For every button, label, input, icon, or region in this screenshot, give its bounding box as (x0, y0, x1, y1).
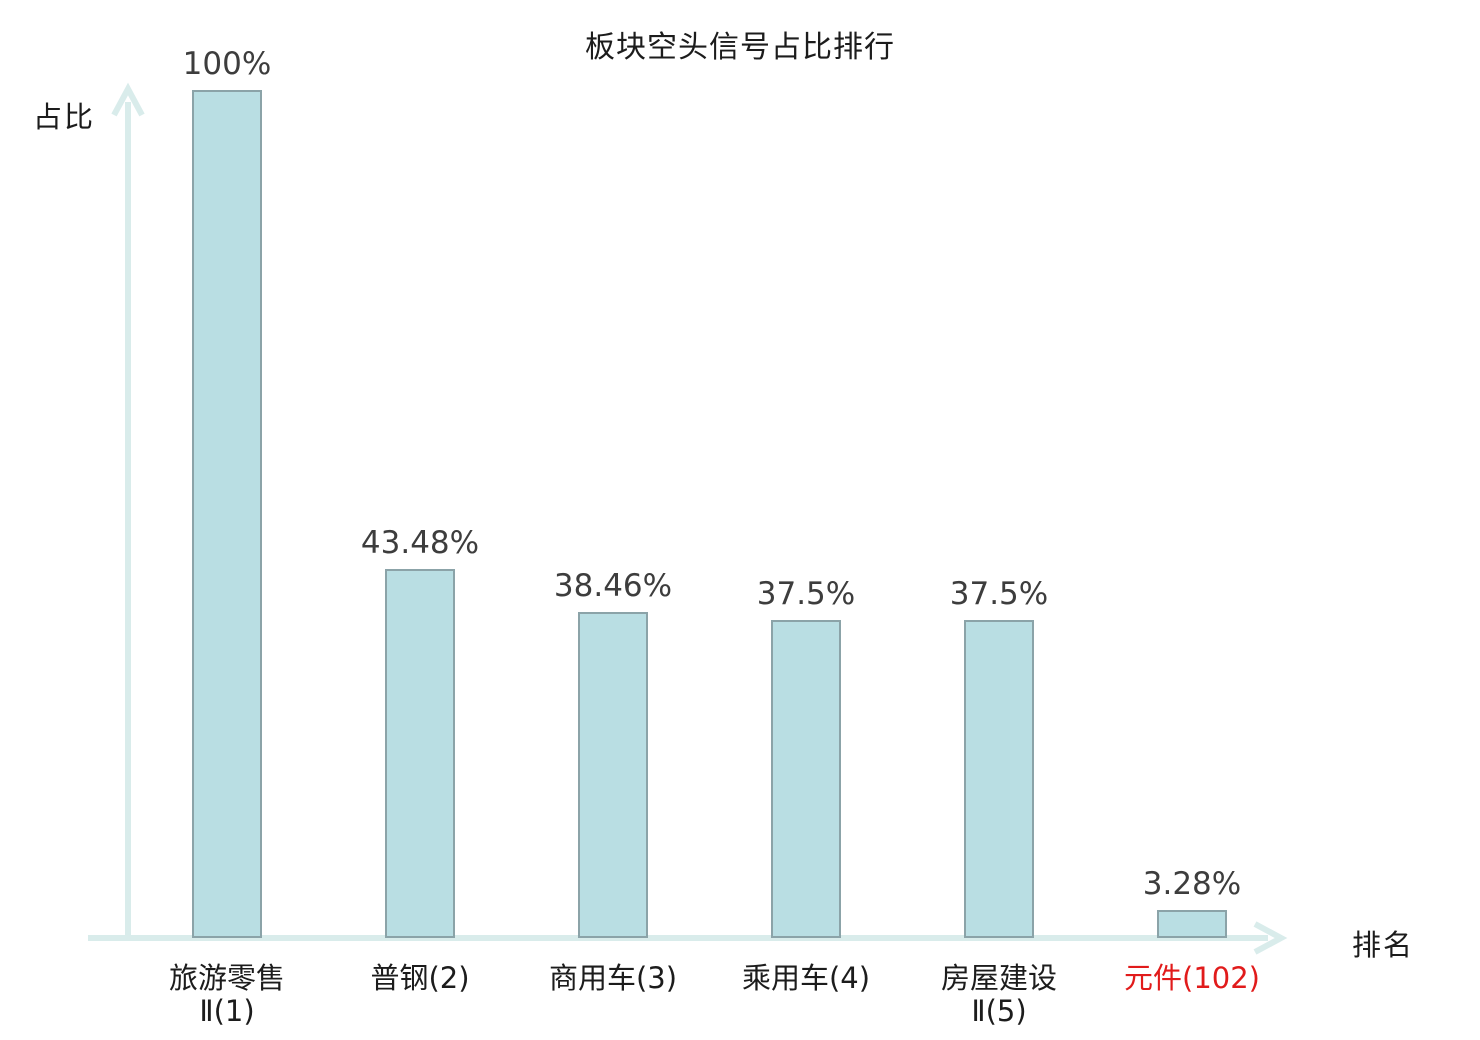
bar-rank-1 (192, 90, 262, 938)
x-axis-category-label: 房屋建设 Ⅱ(5) (889, 962, 1109, 1028)
category-label-line: 旅游零售 (168, 961, 285, 995)
x-axis-arrow-icon (1253, 921, 1288, 955)
category-label-line: 元件(102) (1124, 961, 1260, 995)
bar-value-label: 37.5% (756, 576, 856, 612)
x-axis-category-label: 旅游零售 Ⅱ(1) (117, 962, 337, 1028)
bar-value-label: 38.46% (553, 567, 673, 604)
y-axis-arrow-icon (111, 82, 145, 117)
x-axis-category-label: 元件(102) (1082, 962, 1302, 995)
category-label-line: 乘用车(4) (741, 961, 871, 995)
bar-rank-2 (385, 569, 455, 938)
bar-rank-5 (964, 620, 1034, 938)
bar-value-label: 3.28% (1142, 866, 1242, 903)
x-axis-category-label: 普钢(2) (310, 962, 530, 995)
bar-rank-6 (1157, 910, 1227, 938)
bar-value-label: 100% (182, 46, 272, 82)
y-axis-title: 占比 (33, 100, 96, 134)
x-axis-category-label: 乘用车(4) (696, 962, 916, 995)
category-label-line: Ⅱ(5) (971, 994, 1027, 1028)
bar-value-label: 43.48% (360, 525, 480, 562)
category-label-line: Ⅱ(1) (199, 994, 255, 1028)
category-label-line: 商用车(3) (548, 961, 678, 995)
category-label-line: 房屋建设 (940, 961, 1057, 995)
bar-rank-4 (771, 620, 841, 938)
bar-value-label: 37.5% (949, 576, 1049, 612)
x-axis-category-label: 商用车(3) (503, 962, 723, 995)
x-axis-title: 排名 (1352, 928, 1415, 962)
chart-title: 板块空头信号占比排行 (585, 30, 895, 65)
bar-rank-3 (578, 611, 648, 938)
category-label-line: 普钢(2) (370, 961, 470, 995)
